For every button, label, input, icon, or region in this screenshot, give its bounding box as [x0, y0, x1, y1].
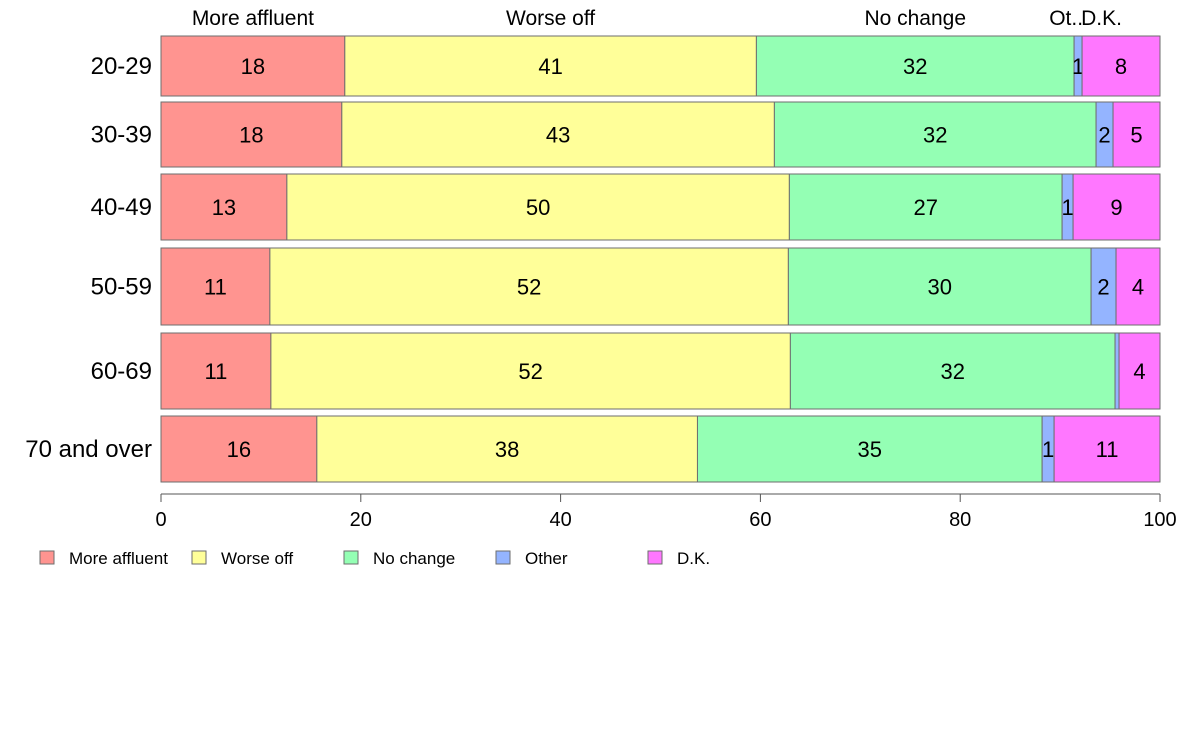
bar-row: 11 52 32 4: [160, 332, 1161, 410]
data-label: 13: [212, 195, 236, 220]
legend-label: Worse off: [221, 549, 293, 568]
data-label: 4: [1132, 275, 1144, 300]
data-label: 32: [903, 54, 927, 79]
bar-segment: [789, 332, 1116, 410]
legend-swatch: [495, 550, 511, 565]
x-tick-label: 0: [155, 509, 166, 531]
data-label: 11: [204, 275, 227, 300]
data-label: 16: [227, 437, 251, 462]
data-label: 11: [1096, 437, 1119, 462]
legend-item: Worse off: [191, 549, 293, 568]
data-label: 30: [927, 275, 951, 300]
legend-item: Other: [495, 549, 568, 568]
data-label: 11: [205, 359, 228, 384]
data-label: 1: [1042, 437, 1054, 462]
legend: More affluent Worse off No change Other D.K.: [39, 549, 710, 568]
data-label: 18: [239, 123, 263, 148]
bar-segment: [1112, 101, 1161, 168]
data-label: 8: [1115, 54, 1127, 79]
data-label: 35: [858, 437, 882, 462]
column-header: Worse off: [506, 7, 595, 30]
bar-segment: [1053, 415, 1161, 483]
data-label: 32: [940, 359, 964, 384]
bar-segment: [341, 101, 775, 168]
bar-segment: [1090, 247, 1117, 326]
bar-segment: [344, 35, 757, 97]
data-label: 2: [1098, 123, 1110, 148]
bar-segment: [270, 332, 791, 410]
row-label: 70 and over: [25, 436, 152, 463]
column-header: More affluent: [192, 7, 314, 30]
bar-row: 16 38 35 1 11: [160, 415, 1161, 483]
data-label: 50: [526, 195, 550, 220]
legend-swatch: [647, 550, 663, 565]
row-labels: 20-29 30-39 40-49 50-59 60-69 70 and over: [25, 53, 152, 463]
legend-label: D.K.: [677, 549, 710, 568]
bar-segment: [1115, 247, 1161, 326]
legend-swatch: [191, 550, 207, 565]
bar-segment: [160, 101, 343, 168]
legend-item: No change: [343, 549, 455, 568]
data-label: 27: [913, 195, 937, 220]
bar-segment: [160, 35, 346, 97]
data-label: 9: [1110, 195, 1122, 220]
data-label: 32: [923, 123, 947, 148]
bar-row: 11 52 30 2 4: [160, 247, 1161, 326]
bar-segment: [1072, 173, 1161, 241]
x-tick-label: 100: [1143, 509, 1176, 531]
bar-row: 18 43 32 2 5: [160, 101, 1161, 168]
x-tick-label: 40: [549, 509, 571, 531]
data-label: 52: [517, 275, 541, 300]
column-header: Ot..: [1049, 7, 1083, 30]
column-header: No change: [864, 7, 966, 30]
bar-segment: [773, 101, 1097, 168]
column-header: D.K.: [1081, 7, 1122, 30]
legend-label: More affluent: [69, 549, 168, 568]
bar-segment: [316, 415, 698, 483]
bar-segment: [696, 415, 1043, 483]
bar-segment: [160, 247, 271, 326]
row-label: 50-59: [91, 274, 152, 301]
x-tick-label: 60: [749, 509, 771, 531]
row-label: 60-69: [91, 358, 152, 385]
bar-segment: [787, 247, 1092, 326]
bar-segment: [269, 247, 789, 326]
bar-segment: [1081, 35, 1161, 97]
legend-label: Other: [525, 549, 568, 568]
data-label: 1: [1072, 54, 1084, 79]
bar-segment: [160, 173, 288, 241]
bar-segment: [755, 35, 1075, 97]
row-label: 20-29: [91, 53, 152, 80]
data-label: 1: [1061, 195, 1073, 220]
data-label: 52: [518, 359, 542, 384]
row-label: 40-49: [91, 194, 152, 221]
legend-item: D.K.: [647, 549, 710, 568]
column-headers: More affluent Worse off No change Ot..D.K.: [192, 7, 1122, 30]
data-label: 18: [241, 54, 265, 79]
row-label: 30-39: [91, 122, 152, 149]
data-label: 4: [1133, 359, 1145, 384]
bar-segment: [1118, 332, 1161, 410]
bar-row: 13 50 27 1 9: [160, 173, 1161, 241]
x-axis: 0 20 40 60 80 100: [155, 493, 1177, 531]
bar-segment: [160, 415, 318, 483]
x-tick-label: 20: [350, 509, 372, 531]
legend-label: No change: [373, 549, 455, 568]
data-label: 38: [495, 437, 519, 462]
bar-row: 18 41 32 1 8: [160, 35, 1161, 97]
x-tick-label: 80: [949, 509, 971, 531]
bar-segment: [160, 332, 272, 410]
data-label: 5: [1130, 123, 1142, 148]
data-label: 2: [1097, 275, 1109, 300]
bar-segment: [1114, 332, 1120, 410]
data-label: 41: [538, 54, 562, 79]
bar-segment: [286, 173, 790, 241]
legend-item: More affluent: [39, 549, 168, 568]
legend-swatch: [39, 550, 55, 565]
bar-segment: [788, 173, 1063, 241]
data-label: 43: [546, 123, 570, 148]
bars: 18 41 32 1 818 43 32 2 513 50 27 1 911 52 30 2 411 52 32 41…: [160, 35, 1161, 483]
legend-swatch: [343, 550, 359, 565]
